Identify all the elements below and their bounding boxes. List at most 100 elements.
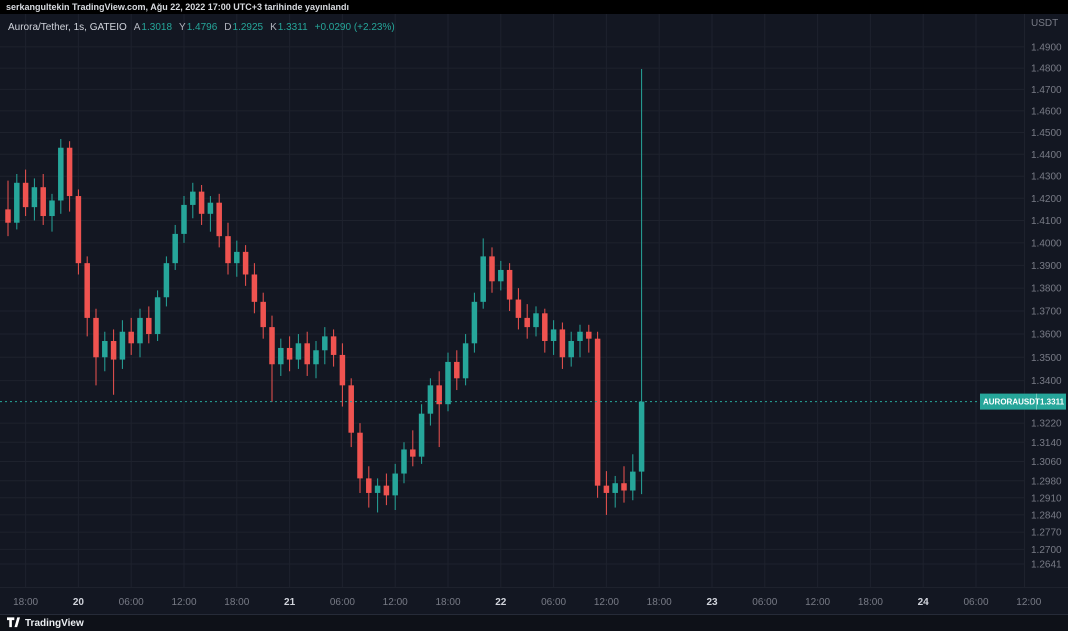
candle bbox=[154, 290, 161, 341]
time-axis-label: 24 bbox=[918, 597, 930, 608]
candle bbox=[480, 238, 486, 309]
candle bbox=[392, 463, 398, 511]
candle bbox=[550, 320, 557, 355]
time-axis-label: 12:00 bbox=[805, 597, 830, 608]
time-axis-label: 12:00 bbox=[383, 597, 408, 608]
candle bbox=[181, 196, 187, 243]
candle bbox=[102, 331, 108, 372]
price-axis-label: 1.3600 bbox=[1031, 330, 1062, 341]
candle bbox=[445, 352, 451, 412]
time-axis-label: 06:00 bbox=[752, 597, 777, 608]
price-axis-label: 1.3400 bbox=[1031, 376, 1062, 387]
candle bbox=[128, 317, 134, 355]
grid bbox=[0, 14, 1024, 587]
candle bbox=[234, 240, 240, 277]
time-axis-label: 22 bbox=[495, 597, 507, 608]
candle bbox=[313, 340, 319, 379]
time-axis-label: 18:00 bbox=[224, 597, 249, 608]
price-axis-label: 1.4500 bbox=[1031, 128, 1062, 139]
candle bbox=[524, 304, 530, 339]
candle bbox=[612, 475, 618, 508]
price-axis-label: 1.3220 bbox=[1031, 419, 1062, 430]
candle bbox=[357, 423, 363, 493]
tradingview-wordmark: TradingView bbox=[25, 617, 84, 629]
time-axis-label: 06:00 bbox=[119, 597, 144, 608]
price-axis-label: 1.4000 bbox=[1031, 238, 1062, 249]
price-axis[interactable]: USDT 1.4900 1.4800 1.4700 1.4600 1.4500 1.4400… bbox=[1031, 18, 1062, 571]
candle bbox=[49, 193, 55, 232]
candle bbox=[198, 185, 205, 225]
candle bbox=[31, 178, 38, 221]
candle bbox=[207, 196, 214, 232]
price-axis-label: 1.2840 bbox=[1031, 510, 1062, 521]
candle bbox=[225, 222, 231, 275]
publication-bar: serkangultekin TradingView.com, Ağu 22, … bbox=[0, 0, 1068, 14]
tradingview-logo[interactable]: TradingView bbox=[7, 617, 84, 629]
candle bbox=[260, 292, 266, 339]
price-axis-label: 1.4700 bbox=[1031, 85, 1062, 96]
candle bbox=[603, 471, 610, 515]
price-axis-label: 1.4900 bbox=[1031, 42, 1062, 53]
candle bbox=[146, 306, 152, 344]
candle bbox=[630, 454, 636, 501]
candle bbox=[93, 308, 99, 386]
time-axis-label: 06:00 bbox=[330, 597, 355, 608]
candle bbox=[374, 478, 381, 513]
candle bbox=[594, 331, 601, 498]
price-axis-label: 1.2700 bbox=[1031, 545, 1062, 556]
candle bbox=[498, 260, 504, 291]
candle bbox=[278, 338, 284, 376]
price-axis-label: 1.3800 bbox=[1031, 284, 1062, 295]
candle bbox=[304, 331, 310, 376]
footer-bar: TradingView bbox=[0, 614, 1068, 631]
price-axis-label: 1.4800 bbox=[1031, 64, 1062, 75]
price-axis-unit: USDT bbox=[1031, 18, 1058, 29]
candle bbox=[14, 173, 20, 230]
time-axis-label: 23 bbox=[706, 597, 718, 608]
price-axis-label: 1.2980 bbox=[1031, 476, 1062, 487]
candlestick-chart[interactable]: USDT 1.4900 1.4800 1.4700 1.4600 1.4500 1.4400… bbox=[0, 14, 1068, 614]
candle bbox=[366, 466, 372, 508]
price-axis-label: 1.4400 bbox=[1031, 150, 1062, 161]
price-axis-label: 1.3060 bbox=[1031, 457, 1062, 468]
candle bbox=[568, 331, 574, 367]
candle bbox=[286, 336, 293, 372]
time-axis[interactable]: 18:00 20 06:00 12:00 18:00 21 06:00 12:00 18:00 2… bbox=[13, 597, 1042, 608]
candle bbox=[454, 350, 460, 391]
candle bbox=[216, 193, 222, 248]
time-axis-label: 06:00 bbox=[963, 597, 988, 608]
time-axis-label: 18:00 bbox=[435, 597, 460, 608]
candle bbox=[322, 327, 328, 365]
candle bbox=[533, 306, 539, 337]
price-axis-label: 1.3140 bbox=[1031, 438, 1062, 449]
price-axis-label: 1.4200 bbox=[1031, 194, 1062, 205]
time-axis-label: 20 bbox=[73, 597, 85, 608]
candle bbox=[137, 308, 143, 358]
price-axis-label: 1.2770 bbox=[1031, 528, 1062, 539]
candle bbox=[40, 173, 46, 225]
time-axis-label: 12:00 bbox=[594, 597, 619, 608]
candle bbox=[621, 466, 627, 503]
price-axis-label: 1.2641 bbox=[1031, 560, 1062, 571]
price-axis-label: 1.4600 bbox=[1031, 106, 1062, 117]
candle bbox=[436, 371, 442, 448]
last-price-value: 1.3311 bbox=[1040, 398, 1065, 407]
price-axis-label: 1.3500 bbox=[1031, 353, 1062, 364]
price-axis-label: 1.3700 bbox=[1031, 307, 1062, 318]
price-axis-label: 1.2910 bbox=[1031, 493, 1062, 504]
time-axis-label: 12:00 bbox=[171, 597, 196, 608]
time-axis-label: 21 bbox=[284, 597, 296, 608]
time-axis-label: 18:00 bbox=[13, 597, 38, 608]
candlestick-series bbox=[5, 68, 645, 515]
candle bbox=[515, 288, 522, 330]
candle bbox=[559, 322, 566, 369]
chart-area[interactable]: USDT 1.4900 1.4800 1.4700 1.4600 1.4500 1.4400… bbox=[0, 14, 1068, 614]
time-axis-label: 06:00 bbox=[541, 597, 566, 608]
candle bbox=[638, 68, 645, 495]
candle bbox=[586, 324, 592, 353]
candle bbox=[163, 256, 170, 307]
candle bbox=[383, 473, 390, 506]
candle bbox=[22, 169, 29, 217]
candle bbox=[330, 329, 337, 367]
